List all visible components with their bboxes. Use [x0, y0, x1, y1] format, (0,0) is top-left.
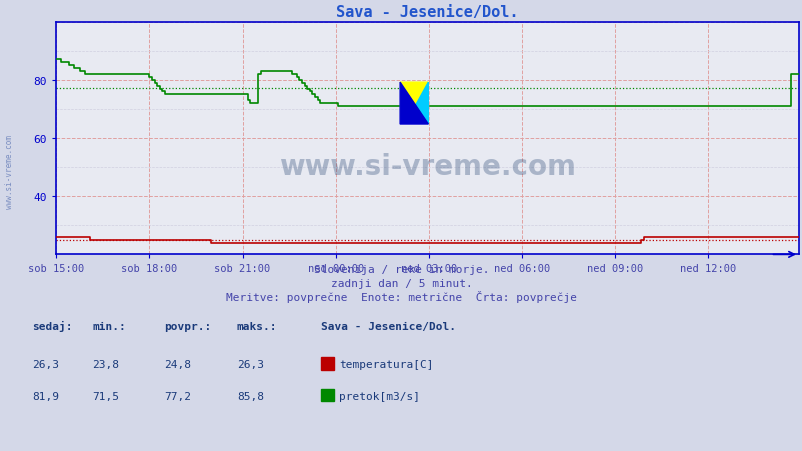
Text: zadnji dan / 5 minut.: zadnji dan / 5 minut. — [330, 278, 472, 288]
Text: 26,3: 26,3 — [32, 359, 59, 369]
Text: sedaj:: sedaj: — [32, 320, 72, 331]
Text: www.si-vreme.com: www.si-vreme.com — [5, 134, 14, 208]
Text: 24,8: 24,8 — [164, 359, 192, 369]
Polygon shape — [399, 83, 427, 106]
Text: 77,2: 77,2 — [164, 391, 192, 401]
Text: temperatura[C]: temperatura[C] — [338, 359, 433, 369]
Text: Slovenija / reke in morje.: Slovenija / reke in morje. — [314, 265, 488, 275]
Polygon shape — [415, 83, 427, 125]
Text: min.:: min.: — [92, 321, 126, 331]
Text: 85,8: 85,8 — [237, 391, 264, 401]
Title: Sava - Jesenice/Dol.: Sava - Jesenice/Dol. — [336, 5, 518, 20]
Text: 81,9: 81,9 — [32, 391, 59, 401]
Text: www.si-vreme.com: www.si-vreme.com — [279, 152, 575, 180]
Text: povpr.:: povpr.: — [164, 321, 212, 331]
Text: maks.:: maks.: — [237, 321, 277, 331]
Polygon shape — [399, 83, 427, 125]
Bar — [399, 83, 427, 125]
Text: 26,3: 26,3 — [237, 359, 264, 369]
Text: pretok[m3/s]: pretok[m3/s] — [338, 391, 419, 401]
Text: Sava - Jesenice/Dol.: Sava - Jesenice/Dol. — [321, 321, 456, 331]
Text: 23,8: 23,8 — [92, 359, 119, 369]
Text: 71,5: 71,5 — [92, 391, 119, 401]
Text: Meritve: povprečne  Enote: metrične  Črta: povprečje: Meritve: povprečne Enote: metrične Črta:… — [225, 290, 577, 302]
